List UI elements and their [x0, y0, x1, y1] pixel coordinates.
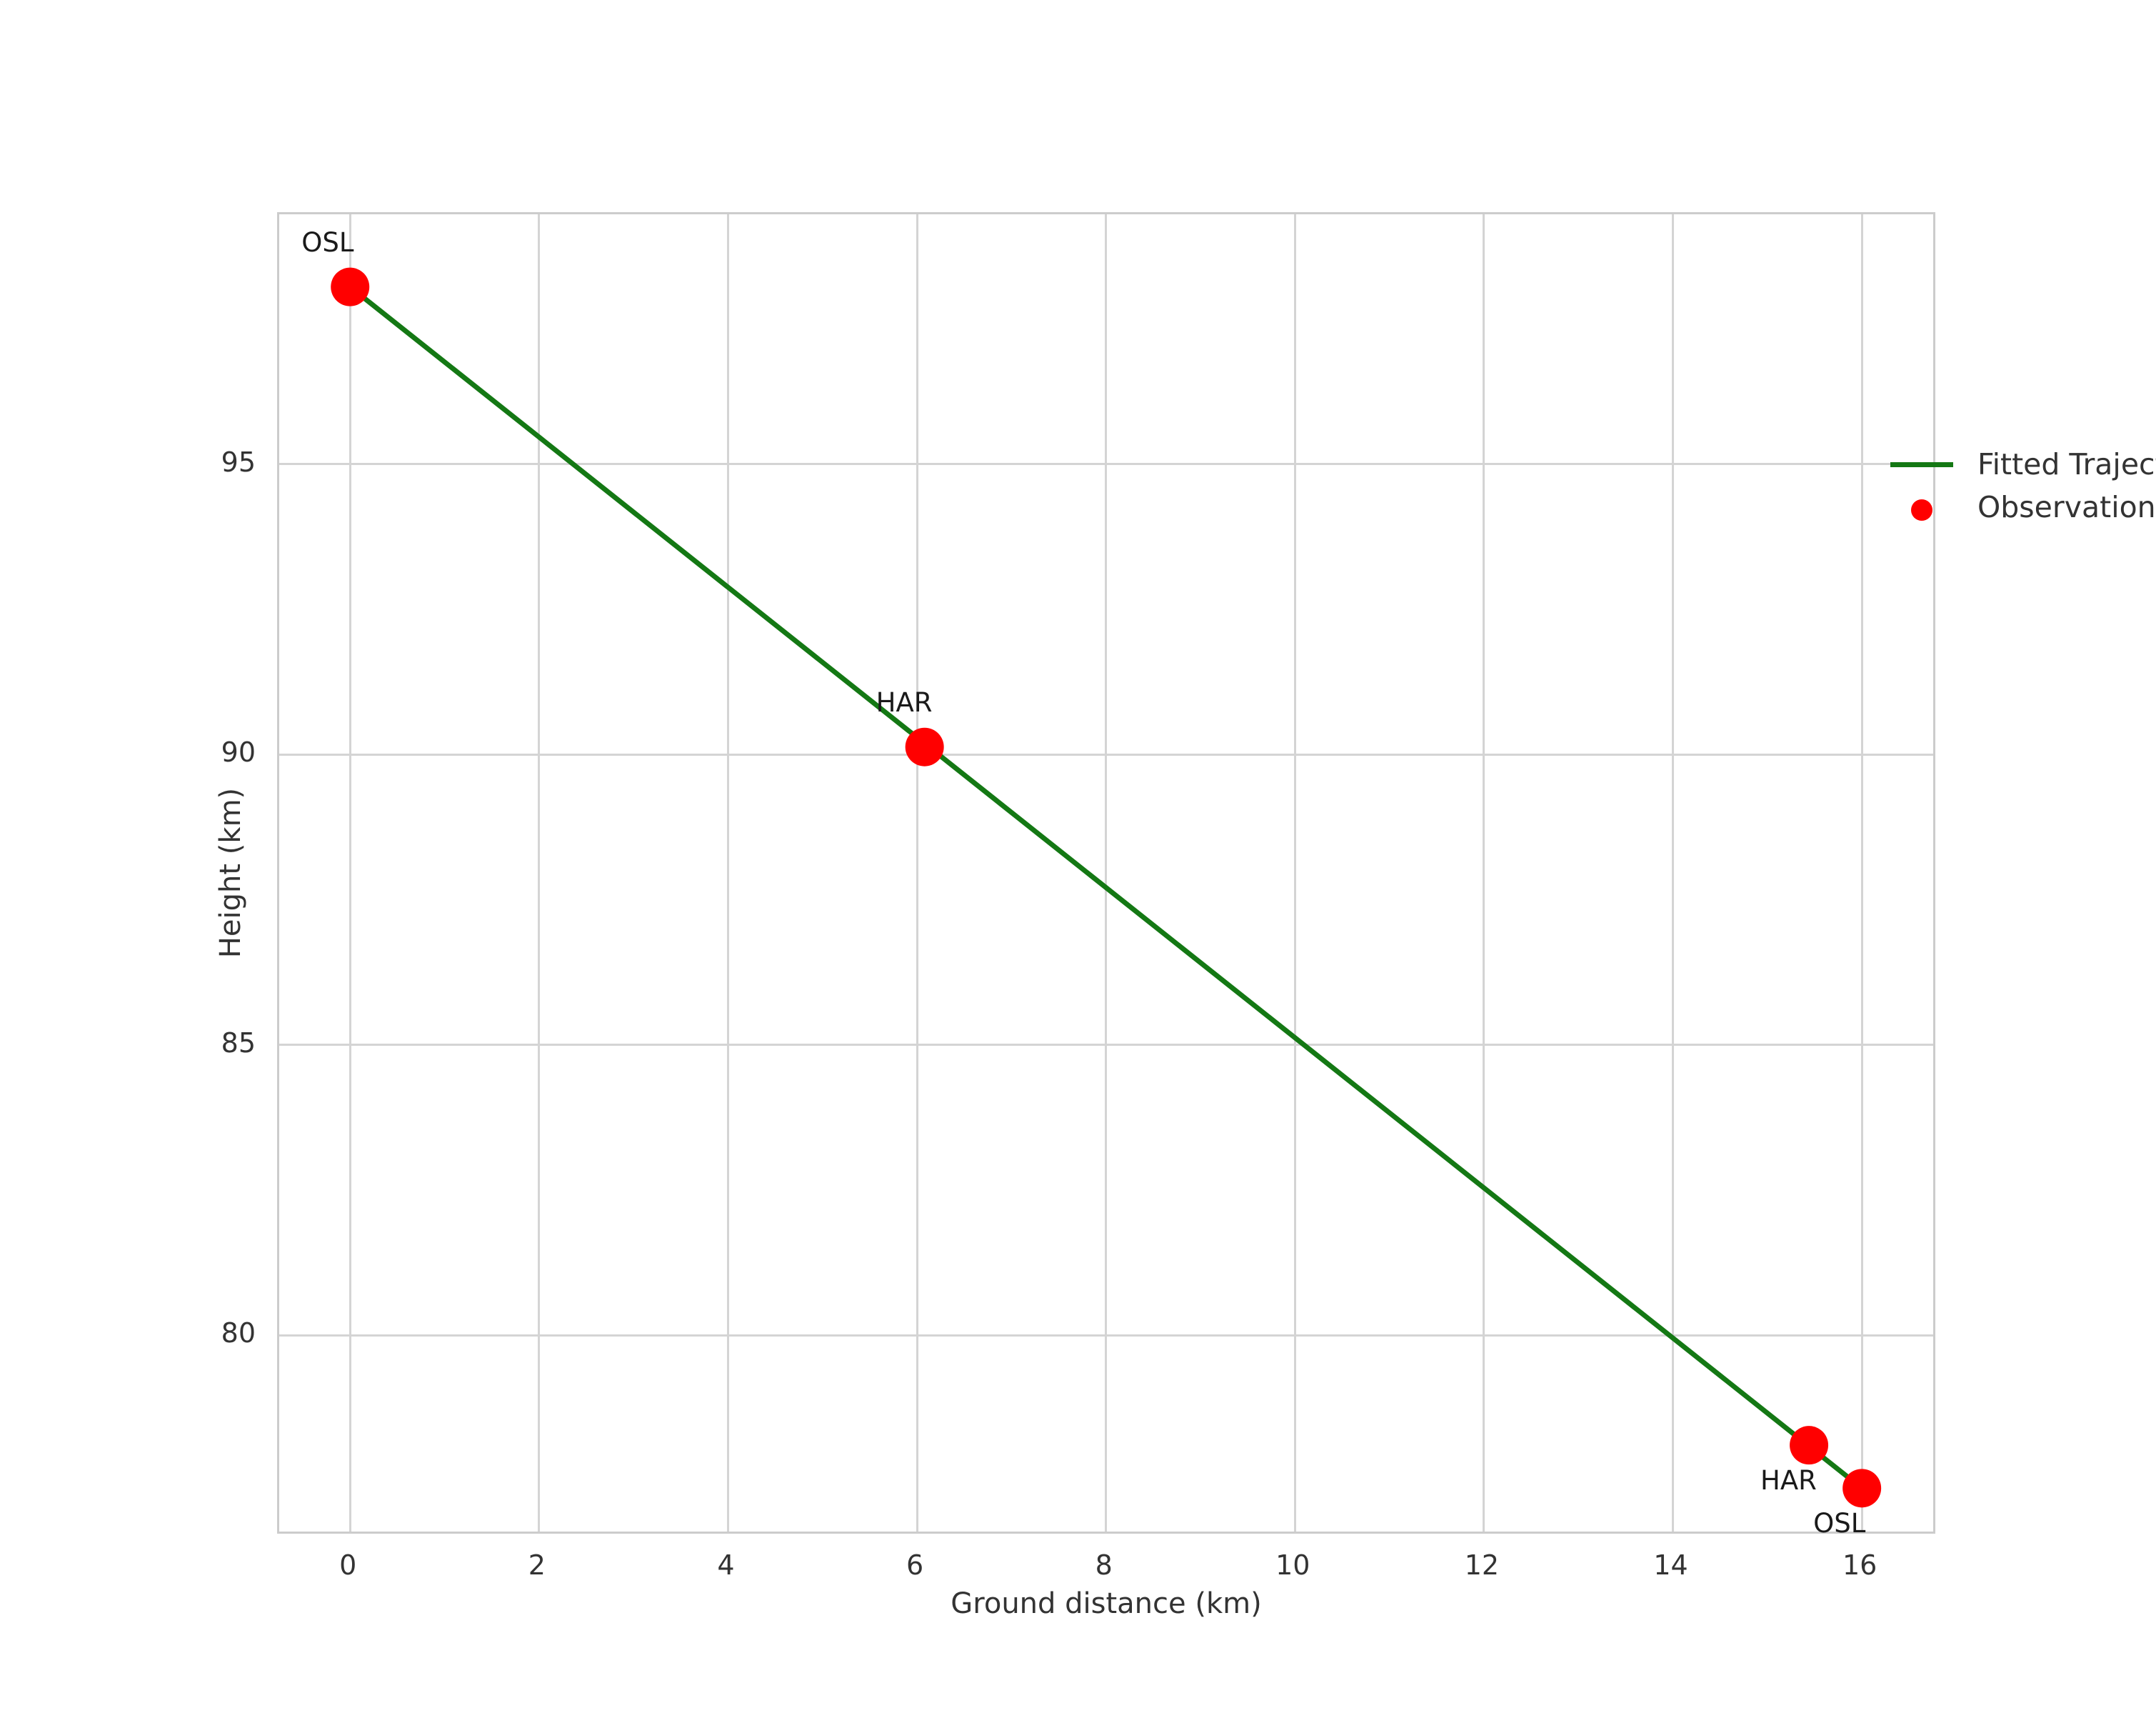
x-tick-label-2: 2 — [528, 1549, 546, 1581]
legend-line-icon — [1890, 462, 1953, 467]
point-label-har: HAR — [876, 686, 933, 718]
gridline-y-80 — [279, 1334, 1933, 1337]
x-tick-label-0: 0 — [339, 1549, 357, 1581]
x-axis-title: Ground distance (km) — [951, 1587, 1262, 1620]
observation-point[interactable] — [331, 267, 370, 306]
x-tick-label-14: 14 — [1653, 1549, 1688, 1581]
gridline-x-10 — [1293, 214, 1296, 1532]
legend-label: Fitted Trajectory — [1977, 447, 2156, 481]
plot-area: OSL HAR HAR OSL Fitted Trajectory Observatio… — [277, 212, 2156, 1539]
gridline-x-12 — [1483, 214, 1485, 1532]
gridline-x-6 — [916, 214, 918, 1532]
data-layer — [331, 267, 1882, 1508]
y-tick-label-85: 85 — [221, 1027, 256, 1059]
gridline-y-90 — [279, 753, 1933, 756]
gridline-x-14 — [1672, 214, 1675, 1532]
gridline-x-4 — [726, 214, 729, 1532]
gridline-x-8 — [1105, 214, 1108, 1532]
y-tick-label-80: 80 — [221, 1317, 256, 1349]
gridline-x-0 — [349, 214, 351, 1532]
x-tick-label-12: 12 — [1464, 1549, 1500, 1581]
legend-item[interactable]: Fitted Trajectory — [1883, 443, 2156, 486]
legend-swatch — [1883, 443, 1962, 486]
observation-point[interactable] — [1842, 1469, 1882, 1508]
gridline-x-16 — [1860, 214, 1863, 1532]
x-tick-label-6: 6 — [906, 1549, 924, 1581]
gridline-x-2 — [538, 214, 541, 1532]
point-label-osl: OSL — [301, 226, 354, 258]
legend-label: Observations — [1977, 490, 2156, 524]
point-label-har: HAR — [1760, 1465, 1817, 1497]
y-axis-title: Height (km) — [214, 787, 247, 959]
y-tick-label-90: 90 — [221, 736, 256, 769]
x-tick-label-10: 10 — [1275, 1549, 1310, 1581]
legend-swatch — [1883, 486, 1962, 529]
chart-legend: Fitted Trajectory Observations — [1883, 443, 2156, 529]
y-tick-label-95: 95 — [221, 446, 256, 478]
legend-dot-icon — [1911, 499, 1932, 521]
observation-point[interactable] — [1790, 1426, 1829, 1465]
point-label-osl: OSL — [1813, 1508, 1866, 1539]
trajectory-line — [347, 284, 1865, 1491]
gridline-y-85 — [279, 1044, 1933, 1047]
fitted-trajectory-line — [347, 284, 1865, 1491]
x-tick-label-4: 4 — [717, 1549, 735, 1581]
observation-point[interactable] — [905, 727, 944, 766]
x-tick-label-16: 16 — [1842, 1549, 1877, 1581]
gridline-y-95 — [279, 463, 1933, 466]
x-tick-label-8: 8 — [1095, 1549, 1113, 1581]
legend-item[interactable]: Observations — [1883, 486, 2156, 529]
observation-markers — [331, 267, 1882, 1508]
